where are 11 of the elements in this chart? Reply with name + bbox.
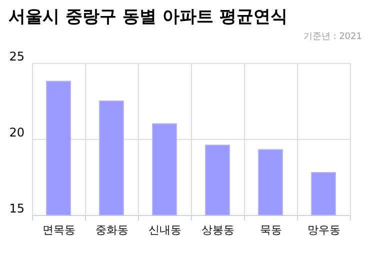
x-tick-label: 면목동 [42,224,76,236]
x-tick-label: 상봉동 [202,224,234,236]
text: 기준년 : 2021 [303,32,362,42]
y-tick-label: 25 [9,50,24,64]
y-tick-label: 20 [9,126,24,140]
x-tick-label: 신내동 [148,224,182,236]
x-tick-label: 중화동 [96,224,128,236]
chart-title: 서울시 중랑구 동별 아파트 평균연식 [8,7,288,27]
y-tick-label: 15 [9,202,24,216]
x-tick-label: 묵동 [260,224,282,236]
x-tick-label: 망우동 [308,224,340,236]
